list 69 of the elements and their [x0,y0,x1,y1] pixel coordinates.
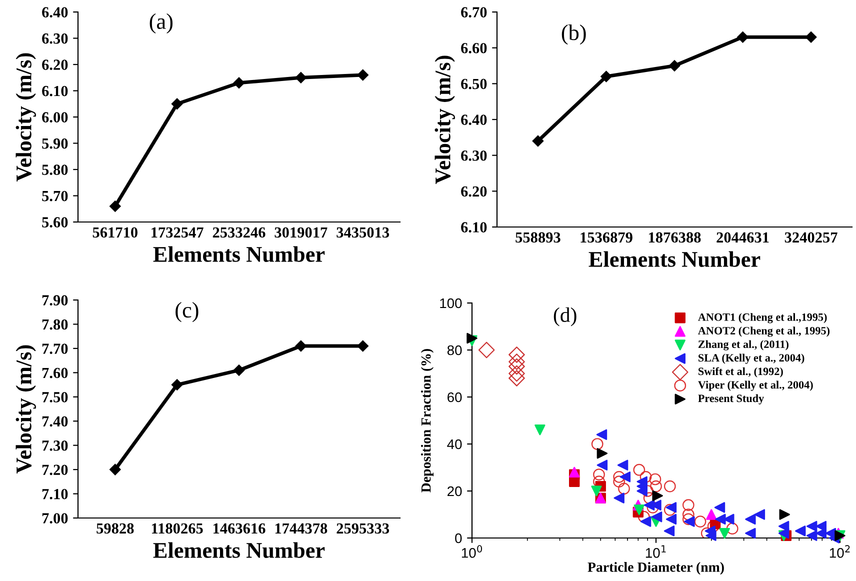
y-tick-label: 60 [448,392,462,402]
legend-label: ANOT1 (Cheng et al.,1995) [698,313,827,324]
y-axis-title: Velocity (m/s) [16,53,36,182]
x-axis-title: Elements Number [153,542,325,558]
y-tick-label: 0 [455,533,462,544]
y-tick-label: 7.90 [42,295,68,306]
x-tick-label: 558893 [516,232,560,243]
y-tick-label: 7.00 [42,513,68,524]
y-axis-title: Velocity (m/s) [16,345,36,474]
x-axis-title: Elements Number [153,246,325,262]
y-tick-label: 6.00 [42,112,68,123]
y-tick-label: 5.60 [42,217,68,228]
legend-label: Viper (Kelly et al., 2004) [698,380,813,391]
y-tick-label: 7.80 [42,319,68,330]
legend-label: ANOT2 (Cheng et al., 1995) [698,326,830,337]
x-tick-label: 1463616 [213,523,266,534]
y-tick-label: 7.10 [42,488,68,500]
y-tick-label: 6.50 [461,78,487,90]
legend-label: Zhang et al., (2011) [698,340,788,350]
x-tick-label: 3435013 [336,227,390,238]
y-tick-label: 6.40 [461,114,487,126]
y-tick-label: 6.70 [461,7,487,18]
y-tick-label: 6.40 [42,7,68,18]
x-axis-title: Particle Diameter (nm) [588,562,724,575]
y-tick-label: 20 [448,486,462,496]
y-tick-label: 40 [447,439,462,450]
annotation: (a) [150,13,173,34]
y-tick-label: 7.60 [42,368,68,378]
y-tick-label: 6.30 [42,33,68,44]
annotation: (d) [554,307,576,326]
x-tick-label: 1744378 [275,523,328,534]
legend-label: Present Study [698,394,764,404]
x-tick-label: 59828 [96,523,134,534]
y-tick-label: 5.90 [42,138,68,149]
y-tick-label: 6.10 [461,222,487,233]
y-tick-label: 7.30 [42,440,68,451]
legend-label: SLA (Kelly et a., 2004) [698,354,804,364]
legend-label: Swift et al., (1992) [698,367,783,378]
x-tick-label: 1180265 [152,523,203,534]
y-tick-label: 100 [440,298,462,308]
x-tick-label: 10$^{1}$ [646,545,666,558]
x-tick-label: 10$^{0}$ [462,545,482,558]
x-tick-label: 561710 [92,227,138,238]
y-tick-label: 5.80 [42,164,68,176]
annotation: (c) [176,302,198,322]
y-tick-label: 7.70 [42,344,68,354]
x-tick-label: 3240257 [784,232,838,243]
x-tick-label: 1536879 [580,232,632,243]
x-tick-label: 1732547 [152,227,204,238]
y-tick-label: 7.40 [42,416,68,427]
x-axis-title: Elements Number [588,251,760,267]
y-tick-label: 6.30 [461,150,487,161]
y-tick-label: 6.10 [42,86,68,96]
y-tick-label: 6.20 [42,60,68,70]
x-tick-label: 2595333 [336,523,390,534]
y-tick-label: 80 [447,345,462,356]
y-tick-label: 6.20 [461,186,487,197]
x-tick-label: 2044631 [716,232,769,243]
annotation: (b) [562,24,586,45]
y-tick-label: 5.70 [42,190,68,202]
y-axis-title: Deposition Fraction (%) [420,348,434,492]
y-tick-label: 7.20 [42,464,68,476]
y-tick-label: 7.50 [42,392,68,402]
x-tick-label: 1876388 [648,232,701,243]
x-tick-label: 2533246 [212,227,266,238]
y-tick-label: 6.60 [461,42,487,54]
y-axis-title: Velocity (m/s) [434,56,455,184]
x-tick-label: 10$^{2}$ [830,545,850,558]
x-tick-label: 3019017 [274,227,328,238]
